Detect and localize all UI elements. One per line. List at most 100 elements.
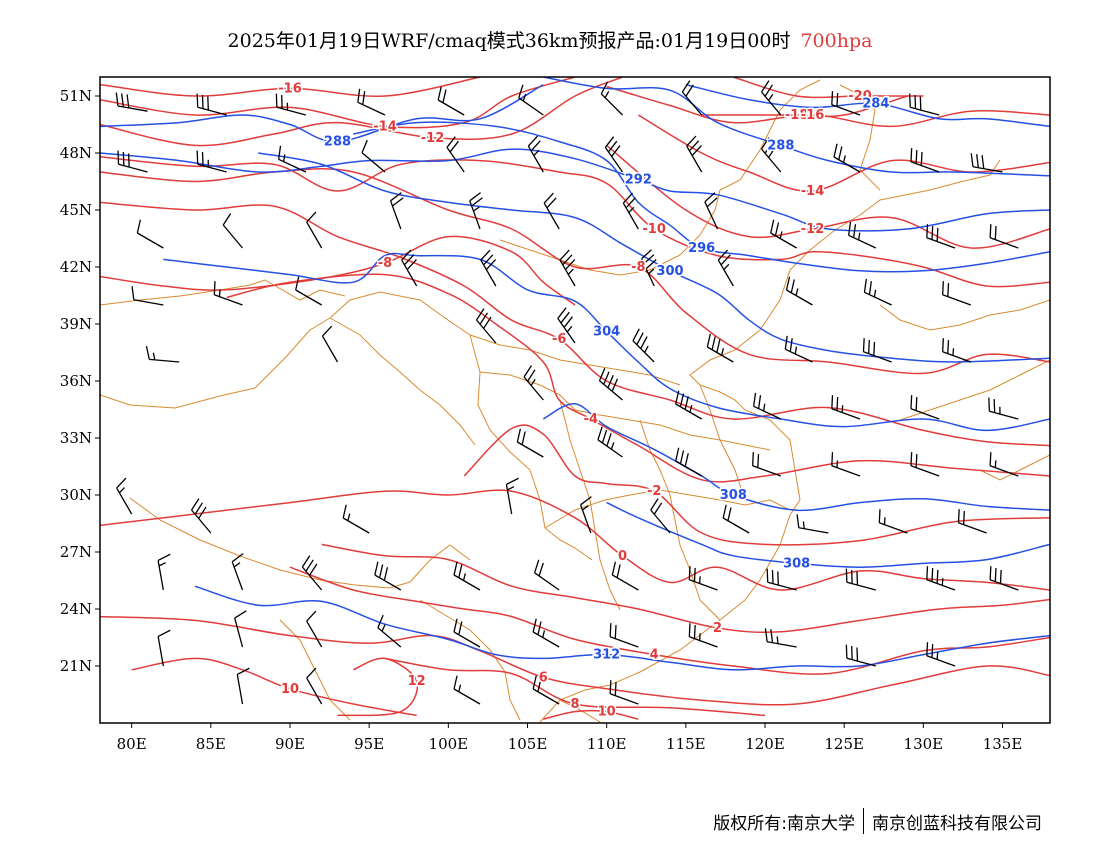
wind-barb [117, 150, 148, 173]
isotherm-label: -6 [552, 332, 566, 347]
isotherm-line [606, 144, 1050, 249]
wind-barb [453, 618, 481, 648]
lat-label: 39N [60, 315, 92, 333]
wind-barb [989, 566, 1019, 591]
isotherm-line [463, 424, 1050, 546]
wind-barb [751, 452, 782, 477]
wind-barb [523, 365, 544, 401]
wind-barb [753, 392, 782, 420]
lon-label: 135E [983, 735, 1023, 753]
lon-label: 120E [745, 735, 785, 753]
height-contour-line [100, 148, 1050, 232]
wind-barb [306, 211, 323, 249]
wind-barb [845, 644, 877, 667]
isotherm-line [100, 615, 1050, 706]
copyright-footer: 版权所有:南京大学 南京创蓝科技有限公司 [713, 808, 1042, 834]
wind-barb [231, 553, 244, 591]
isotherm-label: -16 [801, 108, 825, 123]
border-line [639, 419, 721, 621]
isotherm-label: -20 [848, 89, 872, 104]
isotherm-label: -18 [785, 108, 809, 123]
wind-barb [910, 395, 940, 420]
isotherm-line [733, 77, 924, 99]
border-line [689, 159, 1001, 501]
contour-labels: -20-18-16-16-14-14-12-12-10-8-8-6-4-2024… [277, 80, 891, 721]
wind-barb [306, 610, 323, 648]
wind-barb [688, 623, 718, 648]
wind-barb [706, 333, 734, 363]
border-line [479, 371, 771, 451]
wind-barb [469, 192, 483, 230]
wind-barb [579, 496, 592, 534]
wind-barb [833, 143, 861, 173]
border-line [899, 359, 1050, 421]
copyright-left: 版权所有:南京大学 [713, 813, 855, 834]
wind-barb [222, 213, 243, 249]
lat-label: 51N [60, 87, 92, 105]
isotherm-line [100, 77, 576, 129]
height-contour-label: 288 [324, 135, 351, 150]
wind-barb [301, 555, 323, 591]
wind-barb [480, 249, 497, 287]
wind-barb [611, 561, 639, 591]
isotherm-label: -10 [642, 222, 666, 237]
wind-barb [764, 628, 797, 648]
lon-label: 130E [904, 735, 944, 753]
wind-barb [453, 561, 481, 591]
height-contour-label: 296 [688, 241, 715, 256]
wind-barb [598, 367, 623, 401]
wind-barb [476, 308, 497, 344]
isotherm-label: -14 [801, 184, 825, 199]
height-contour-line [353, 121, 1050, 273]
height-contour-label: 308 [720, 488, 747, 503]
isotherm-line [100, 235, 576, 306]
wind-barb [236, 667, 250, 705]
isotherm-line [100, 489, 1050, 591]
wind-barb [941, 338, 972, 363]
wind-barb [878, 509, 908, 534]
wind-barb [941, 281, 972, 306]
wind-barb [988, 397, 1019, 420]
wind-barb [609, 680, 639, 705]
border-line [559, 699, 601, 723]
border-line [559, 399, 621, 611]
wind-barb [116, 477, 133, 515]
wind-barb [532, 618, 560, 648]
wind-barb [704, 192, 719, 230]
wind-barb [505, 477, 519, 515]
wind-barb [389, 192, 404, 230]
height-contour-label: 312 [593, 648, 620, 663]
wind-barb [784, 335, 813, 363]
wind-barb [862, 338, 892, 363]
wind-barb [157, 629, 171, 667]
border-line [469, 334, 681, 386]
height-contour-line [542, 403, 1050, 512]
copyright-right: 南京创蓝科技有限公司 [872, 813, 1042, 834]
isotherm-line [131, 657, 417, 717]
height-contour-label: 304 [593, 325, 620, 340]
wind-barb [686, 135, 703, 173]
wind-barb [650, 498, 671, 534]
wind-barb [437, 86, 465, 116]
lat-label: 24N [60, 600, 92, 618]
height-contour-line [100, 83, 544, 143]
lat-label: 36N [60, 372, 92, 390]
wind-barb [675, 390, 702, 420]
height-contour-line [606, 501, 1050, 568]
border-line [979, 454, 1050, 481]
lon-label: 115E [666, 735, 706, 753]
wind-barb [622, 192, 639, 230]
isotherm-line [100, 77, 481, 97]
lat-label: 27N [60, 543, 92, 561]
wind-barb [909, 93, 940, 116]
wind-barb [688, 566, 718, 591]
title-main: 2025年01月19日WRF/cmaq模式36km预报产品:01月19日00时 [227, 30, 791, 52]
wind-barb [361, 139, 386, 173]
lat-label: 33N [60, 429, 92, 447]
lon-label: 110E [587, 735, 627, 753]
wind-barb [761, 137, 782, 173]
title-level: 700hpa [800, 30, 873, 52]
isotherm-label: -14 [373, 119, 397, 134]
isotherm-label: 2 [713, 621, 722, 636]
wind-barb [518, 84, 544, 116]
